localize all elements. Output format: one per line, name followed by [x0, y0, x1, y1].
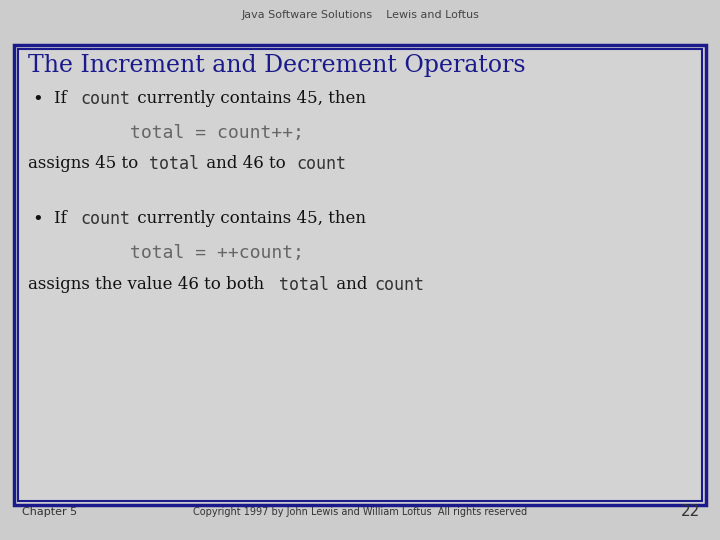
Text: assigns the value 46 to both: assigns the value 46 to both [28, 276, 269, 293]
Text: currently contains 45, then: currently contains 45, then [132, 210, 366, 227]
Text: 22: 22 [680, 504, 700, 519]
Text: total = ++count;: total = ++count; [130, 244, 304, 262]
Text: Copyright 1997 by John Lewis and William Loftus  All rights reserved: Copyright 1997 by John Lewis and William… [193, 507, 527, 517]
Text: count: count [297, 155, 346, 173]
Text: count: count [374, 276, 424, 294]
Text: total: total [279, 276, 329, 294]
FancyBboxPatch shape [14, 45, 706, 505]
Text: •: • [32, 90, 42, 108]
Text: total = count++;: total = count++; [130, 124, 304, 142]
Text: count: count [80, 90, 130, 108]
Text: If: If [54, 210, 72, 227]
Text: count: count [80, 210, 130, 228]
Text: assigns 45 to: assigns 45 to [28, 155, 143, 172]
Text: Java Software Solutions    Lewis and Loftus: Java Software Solutions Lewis and Loftus [241, 10, 479, 20]
Text: currently contains 45, then: currently contains 45, then [132, 90, 366, 107]
Text: The Increment and Decrement Operators: The Increment and Decrement Operators [28, 54, 526, 77]
Text: •: • [32, 210, 42, 228]
Text: total: total [149, 155, 199, 173]
Text: and: and [331, 276, 373, 293]
Text: and 46 to: and 46 to [201, 155, 291, 172]
Text: Chapter 5: Chapter 5 [22, 507, 77, 517]
FancyBboxPatch shape [18, 49, 702, 501]
Text: If: If [54, 90, 72, 107]
